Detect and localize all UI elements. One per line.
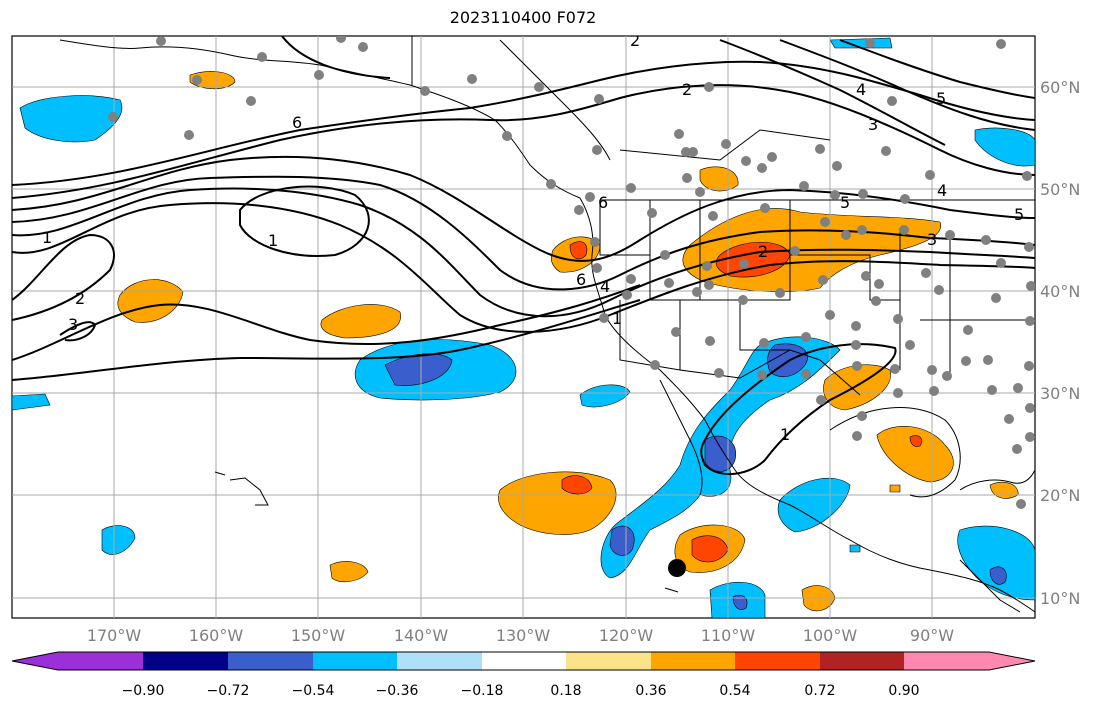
colorbar-tick-label: 0.18 [550, 683, 581, 699]
colorbar-segment [313, 652, 397, 670]
contour-label: 1 [268, 231, 278, 250]
colorbar-segment [820, 652, 904, 670]
latitude-label: 10°N [1040, 589, 1080, 608]
colorbar-min-extension [12, 652, 58, 670]
coastlines [59, 36, 1035, 613]
longitude-label: 90°W [910, 626, 954, 645]
colorbar-tick-label: −0.18 [461, 683, 504, 699]
colorbar-tick-label: −0.72 [207, 683, 250, 699]
longitude-label: 170°W [87, 626, 142, 645]
longitude-label: 110°W [701, 626, 756, 645]
longitude-label: 100°W [803, 626, 858, 645]
latitude-label: 40°N [1040, 282, 1080, 301]
colorbar-tick-label: 0.54 [719, 683, 750, 699]
colorbar-segment [228, 652, 313, 670]
contour-label: 5 [1014, 205, 1024, 224]
colorbar-tick-label: 0.90 [888, 683, 919, 699]
colorbar-segment [904, 652, 989, 670]
contour-label: 6 [292, 113, 302, 132]
contour-label: 1 [780, 425, 790, 444]
contour-label: 4 [937, 181, 947, 200]
contour-label: 2 [682, 80, 692, 99]
colorbar-segment [143, 652, 228, 670]
map-title: 2023110400 F072 [449, 8, 597, 27]
contour-label: 6 [598, 193, 608, 212]
negative-anomaly-shading [12, 37, 1035, 618]
storm-center-marker [668, 559, 686, 577]
contour-label-layer: 1 2 3 2 6 1 6 4 1 2 3 4 5 5 2 3 1 4 5 6 [42, 31, 1024, 444]
contour-label: 2 [75, 289, 85, 308]
colorbar-segment [58, 652, 143, 670]
colorbar-tick-label: −0.90 [122, 683, 165, 699]
colorbar-segment [482, 652, 566, 670]
colorbar-outline [11, 651, 1036, 671]
contour-label: 3 [927, 230, 937, 249]
positive-anomaly-shading [117, 71, 1019, 612]
longitude-label: 130°W [496, 626, 551, 645]
colorbar-tick-label: −0.54 [292, 683, 335, 699]
longitude-label: 120°W [599, 626, 654, 645]
contour-label: 3 [868, 115, 878, 134]
colorbar-segment [566, 652, 651, 670]
contour-label: 5 [936, 89, 946, 108]
contour-label: 1 [42, 228, 52, 247]
colorbar-tick-label: 0.36 [635, 683, 666, 699]
colorbar-tick-label: 0.72 [804, 683, 835, 699]
colorbar-segment [651, 652, 735, 670]
colorbar-max-extension [989, 652, 1035, 670]
longitude-label: 160°W [189, 626, 244, 645]
contour-label: 5 [840, 193, 850, 212]
colorbar: −0.90 −0.72 −0.54 −0.36 −0.18 0.18 0.36 … [11, 651, 1036, 699]
longitude-axis: 170°W 160°W 150°W 140°W 130°W 120°W 110°… [87, 626, 954, 645]
station-markers [108, 36, 1035, 509]
contour-label: 4 [856, 80, 866, 99]
contour-label: 3 [68, 315, 78, 334]
latitude-label: 30°N [1040, 384, 1080, 403]
latitude-label: 50°N [1040, 180, 1080, 199]
contour-label: 2 [630, 31, 640, 50]
colorbar-segment [397, 652, 482, 670]
latitude-label: 60°N [1040, 78, 1080, 97]
latitude-axis: 60°N 50°N 40°N 30°N 20°N 10°N [1040, 78, 1080, 608]
contour-label: 2 [758, 242, 768, 261]
contour-label: 1 [612, 309, 622, 328]
height-contours [12, 36, 1035, 476]
longitude-label: 140°W [394, 626, 449, 645]
colorbar-tick-label: −0.36 [376, 683, 419, 699]
contour-label: 6 [576, 270, 586, 289]
longitude-label: 150°W [291, 626, 346, 645]
contour-label: 4 [600, 277, 610, 296]
latitude-label: 20°N [1040, 486, 1080, 505]
colorbar-segment [735, 652, 820, 670]
